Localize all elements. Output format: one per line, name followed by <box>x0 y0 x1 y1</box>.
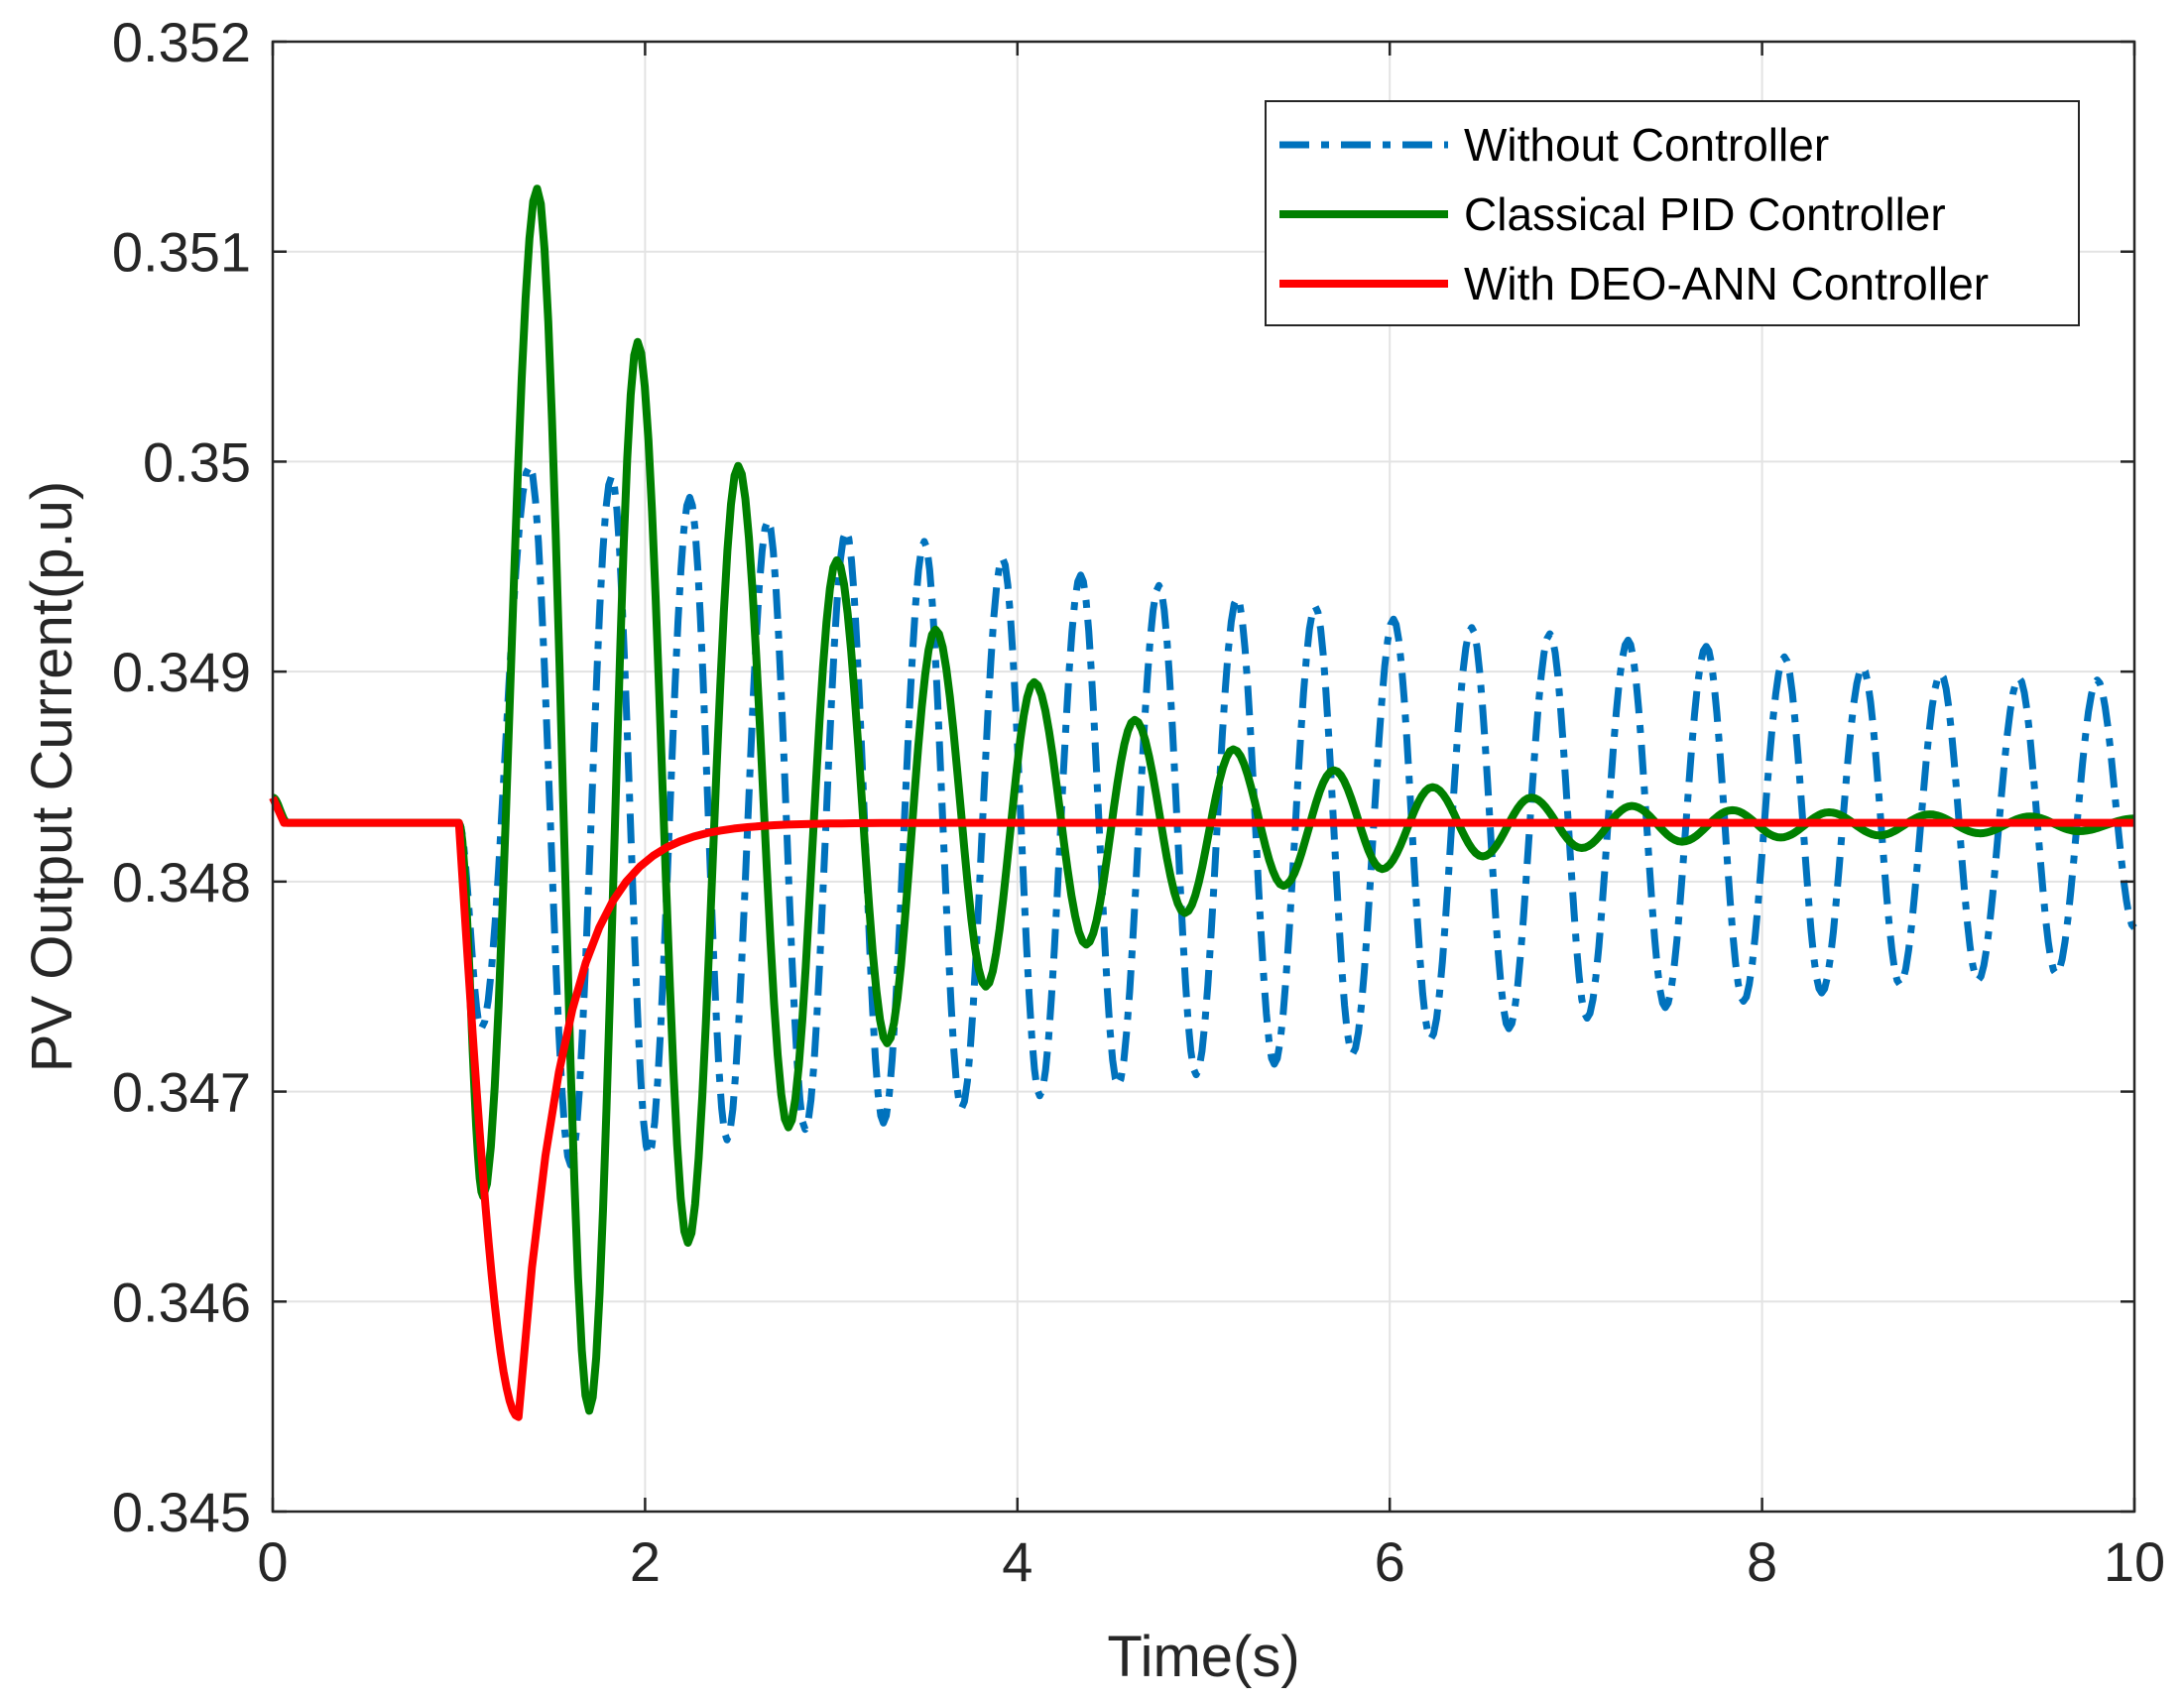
series-line-deo-ann <box>269 795 2134 1421</box>
x-tick-label: 0 <box>257 1530 288 1593</box>
series-layer <box>269 184 2137 1421</box>
x-tick-label: 8 <box>1747 1530 1777 1593</box>
legend-label-without-controller: Without Controller <box>1464 119 1829 171</box>
y-tick-label: 0.345 <box>112 1481 251 1543</box>
legend-label-classical-pid: Classical PID Controller <box>1464 188 1946 240</box>
legend: Without Controller Classical PID Control… <box>1265 100 2080 326</box>
series-line-classical-pid <box>270 184 2135 1415</box>
tick-marks <box>271 40 2136 1514</box>
tick-labels: 0 2 4 6 8 10 0.345 0.346 0.347 0.348 0.349 0.35 0.35… <box>112 11 2165 1593</box>
x-tick-label: 4 <box>1002 1530 1032 1593</box>
y-tick-label: 0.348 <box>112 851 251 913</box>
x-axis-label: Time(s) <box>1107 1625 1299 1689</box>
y-tick-label: 0.351 <box>112 221 251 284</box>
y-tick-label: 0.346 <box>112 1271 251 1333</box>
x-tick-label: 6 <box>1375 1530 1405 1593</box>
legend-label-deo-ann: With DEO-ANN Controller <box>1464 258 1989 309</box>
x-tick-label: 2 <box>630 1530 661 1593</box>
y-tick-label: 0.352 <box>112 11 251 73</box>
plot-frame <box>271 40 2136 1514</box>
y-tick-label: 0.349 <box>112 641 251 703</box>
y-tick-label: 0.347 <box>112 1061 251 1124</box>
series-line-without-controller <box>270 462 2137 1169</box>
y-tick-label: 0.35 <box>143 430 251 493</box>
y-axis-label: PV Output Current(p.u) <box>20 481 84 1072</box>
x-tick-label: 10 <box>2104 1530 2165 1593</box>
